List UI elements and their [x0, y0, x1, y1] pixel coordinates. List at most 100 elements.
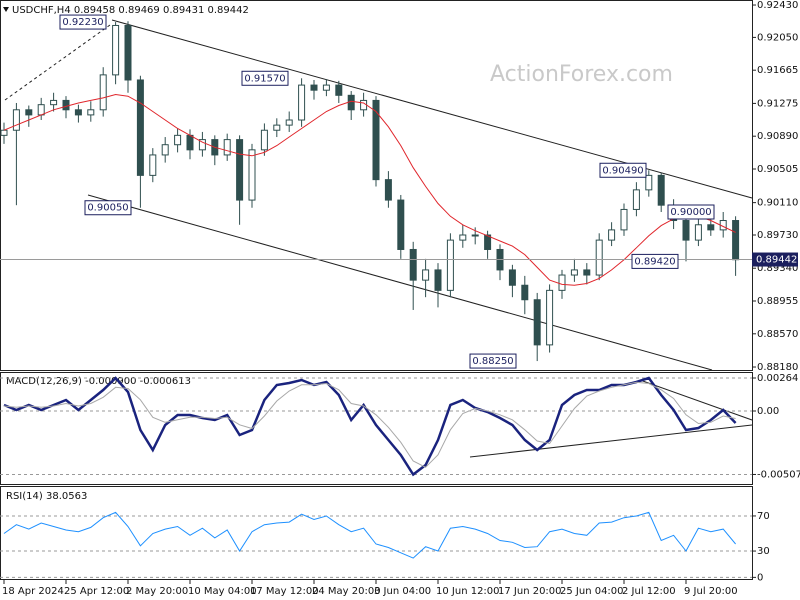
y-tick-label: 0 — [757, 572, 763, 583]
candle-body — [459, 234, 467, 241]
candle-body — [645, 174, 653, 191]
candle-body — [161, 144, 169, 156]
y-tick-label: 0.92430 — [757, 0, 798, 11]
candle-body — [136, 79, 144, 176]
level-box — [631, 253, 679, 269]
level-box — [59, 14, 107, 30]
y-tick-label: 0.00264 — [757, 373, 798, 384]
rsi-label: RSI(14) — [6, 491, 43, 502]
candle-body — [570, 269, 578, 276]
level-label: 0.90000 — [670, 207, 711, 218]
y-tick-label: 0.88570 — [757, 329, 798, 340]
candle-body — [0, 129, 8, 136]
candle-body — [521, 284, 529, 301]
x-tick-label: 17 May 12:00 — [250, 586, 319, 597]
level-label: 0.90490 — [602, 165, 643, 176]
price-panel — [0, 0, 753, 371]
y-tick-label: 30 — [757, 546, 770, 557]
y-tick-label: 0.89730 — [757, 230, 798, 241]
x-tick-label: 2 Jul 12:00 — [622, 586, 676, 597]
y-tick-label: 0.92050 — [757, 32, 798, 43]
candle-body — [608, 229, 616, 241]
candle-body — [484, 234, 492, 250]
candle-body — [149, 154, 157, 176]
y-tick-label: 0.91665 — [757, 65, 798, 76]
level-label: 0.92230 — [62, 17, 103, 28]
candle-body — [446, 239, 454, 291]
rsi-panel — [0, 486, 753, 580]
x-tick-label: 24 May 20:00 — [312, 586, 381, 597]
candle-body — [74, 109, 82, 116]
x-tick-label: 25 Jun 04:00 — [560, 586, 624, 597]
candle-body — [50, 99, 58, 106]
y-tick-label: 0.89340 — [757, 263, 798, 274]
candle-body — [322, 84, 330, 91]
candle-body — [422, 269, 430, 281]
signal-value: -0.000613 — [140, 376, 191, 387]
candle-body — [409, 248, 417, 281]
level-label: 0.89420 — [634, 256, 675, 267]
watermark: ActionForex.com — [490, 62, 673, 87]
y-tick-label: 0.90505 — [757, 164, 798, 175]
candle-body — [632, 189, 640, 210]
candle-body — [347, 94, 355, 111]
x-tick-label: 10 May 04:00 — [188, 586, 257, 597]
indicator-line — [3, 381, 736, 468]
x-tick-label: 18 Apr 2024 — [2, 586, 64, 597]
indicator-line — [3, 511, 736, 559]
candle-body — [285, 119, 293, 126]
candle-body — [508, 269, 516, 286]
rsi-header: RSI(14) 38.0563 — [6, 491, 87, 502]
y-tick-label: 0.88955 — [757, 296, 798, 307]
macd-trend-bottom — [469, 424, 753, 458]
candle-body — [533, 299, 541, 346]
rsi-value: 38.0563 — [46, 491, 87, 502]
x-tick-label: 17 Jun 20:00 — [498, 586, 562, 597]
open-value: 0.89458 — [74, 5, 115, 16]
level-label: 0.88250 — [472, 356, 513, 367]
candle-body — [583, 269, 591, 276]
candle-body — [372, 99, 380, 181]
candle-body — [434, 269, 442, 291]
candle-body — [360, 99, 368, 111]
candle-body — [223, 139, 231, 156]
candle-body — [37, 104, 45, 116]
candle-body — [397, 199, 405, 250]
price-header: USDCHF,H4 0.89458 0.89469 0.89431 0.8944… — [12, 5, 249, 16]
candle-body — [471, 234, 479, 237]
candle-body — [310, 84, 318, 91]
y-tick-label: 0.91275 — [757, 98, 798, 109]
x-tick-label: 9 Jul 20:00 — [684, 586, 738, 597]
candle-body — [335, 84, 343, 96]
candle-body — [236, 139, 244, 201]
close-value: 0.89442 — [208, 5, 249, 16]
candle-body — [657, 174, 665, 206]
candle-body — [112, 24, 120, 76]
macd-panel — [0, 372, 753, 485]
candle-body — [260, 129, 268, 151]
moving-average — [3, 93, 736, 286]
candle-body — [384, 179, 392, 201]
candle-body — [682, 220, 690, 241]
candle-body — [99, 74, 107, 111]
candle-body — [273, 124, 281, 131]
symbol: USDCHF,H4 — [12, 5, 71, 16]
candle-body — [87, 109, 95, 116]
indicator-line — [3, 376, 737, 477]
last-price-box — [752, 252, 798, 267]
low-value: 0.89431 — [163, 5, 204, 16]
candle-body — [198, 139, 206, 151]
y-tick-label: 0.88180 — [757, 362, 798, 373]
candle-body — [694, 224, 702, 241]
level-box — [469, 353, 517, 369]
candle-body — [12, 109, 20, 131]
y-tick-label: 0.90110 — [757, 198, 798, 209]
candle-body — [707, 224, 715, 231]
candle-body — [298, 84, 306, 121]
candle-body — [558, 274, 566, 291]
candle-body — [174, 134, 182, 146]
candle-body — [124, 24, 132, 81]
y-tick-label: 0.00 — [757, 406, 779, 417]
candle-body — [62, 99, 70, 111]
